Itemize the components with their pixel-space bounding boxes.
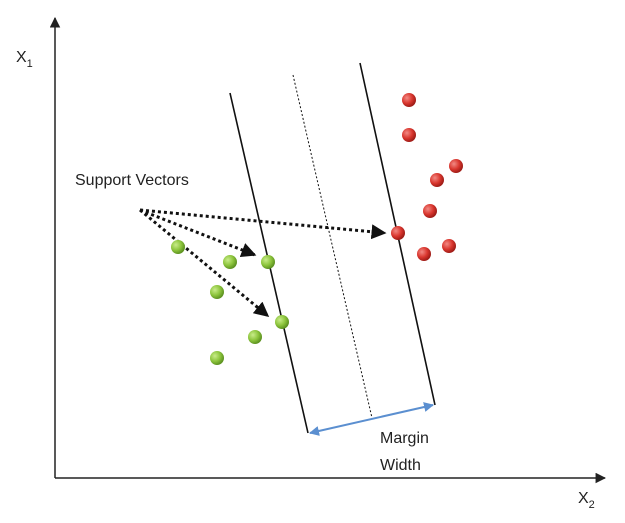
class-red xyxy=(391,93,463,261)
x-axis-subscript: 2 xyxy=(589,499,595,511)
x-axis-label: X2 xyxy=(578,490,595,511)
support-vector xyxy=(275,315,289,329)
point xyxy=(442,239,456,253)
margin-arrow xyxy=(309,402,434,436)
point xyxy=(402,128,416,142)
pointer-arrow xyxy=(139,208,387,240)
point xyxy=(223,255,237,269)
x-axis-letter: X xyxy=(578,490,589,507)
support-vectors-label: Support Vectors xyxy=(75,172,189,189)
support-vector xyxy=(261,255,275,269)
point xyxy=(248,330,262,344)
point xyxy=(449,159,463,173)
y-axis-label: X1 xyxy=(16,49,33,70)
point xyxy=(171,240,185,254)
point xyxy=(210,285,224,299)
support-vector-arrows xyxy=(139,208,387,318)
support-vector xyxy=(391,226,405,240)
pointer-arrow xyxy=(139,208,257,258)
pointer-arrow xyxy=(139,208,270,318)
y-axis-subscript: 1 xyxy=(27,58,33,70)
point xyxy=(402,93,416,107)
point xyxy=(423,204,437,218)
margin-label: Width xyxy=(380,457,421,474)
point xyxy=(210,351,224,365)
point xyxy=(417,247,431,261)
decision-boundary xyxy=(292,74,373,419)
class-green xyxy=(171,240,289,365)
margin-label: Margin xyxy=(380,430,429,447)
y-axis-letter: X xyxy=(16,49,27,66)
point xyxy=(430,173,444,187)
